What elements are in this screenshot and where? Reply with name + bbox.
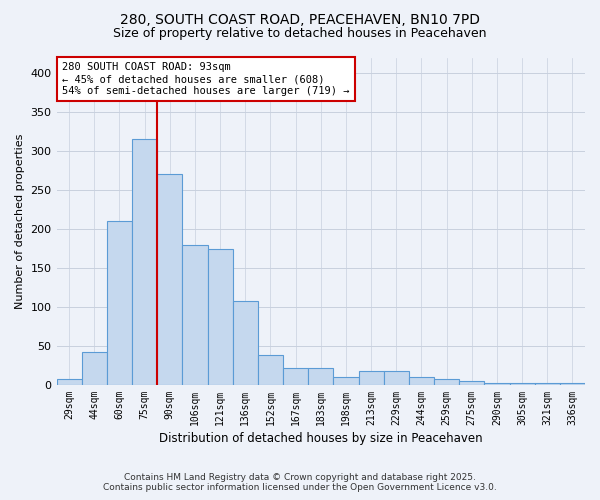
Bar [107,221,132,385]
Bar [459,381,484,385]
Bar [484,384,509,385]
Bar [157,174,182,385]
Bar [132,140,157,385]
Bar [308,368,334,385]
Bar [258,356,283,385]
Bar [509,384,535,385]
Bar [208,248,233,385]
Bar [56,378,82,385]
Bar [182,244,208,385]
Bar [409,377,434,385]
Bar [383,371,409,385]
Bar [233,300,258,385]
Bar [82,352,107,385]
Text: Size of property relative to detached houses in Peacehaven: Size of property relative to detached ho… [113,28,487,40]
Bar [334,377,359,385]
Y-axis label: Number of detached properties: Number of detached properties [15,134,25,309]
X-axis label: Distribution of detached houses by size in Peacehaven: Distribution of detached houses by size … [159,432,482,445]
Bar [434,378,459,385]
Text: Contains HM Land Registry data © Crown copyright and database right 2025.
Contai: Contains HM Land Registry data © Crown c… [103,473,497,492]
Text: 280 SOUTH COAST ROAD: 93sqm
← 45% of detached houses are smaller (608)
54% of se: 280 SOUTH COAST ROAD: 93sqm ← 45% of det… [62,62,349,96]
Text: 280, SOUTH COAST ROAD, PEACEHAVEN, BN10 7PD: 280, SOUTH COAST ROAD, PEACEHAVEN, BN10 … [120,12,480,26]
Bar [359,371,383,385]
Bar [560,382,585,385]
Bar [283,368,308,385]
Bar [535,384,560,385]
